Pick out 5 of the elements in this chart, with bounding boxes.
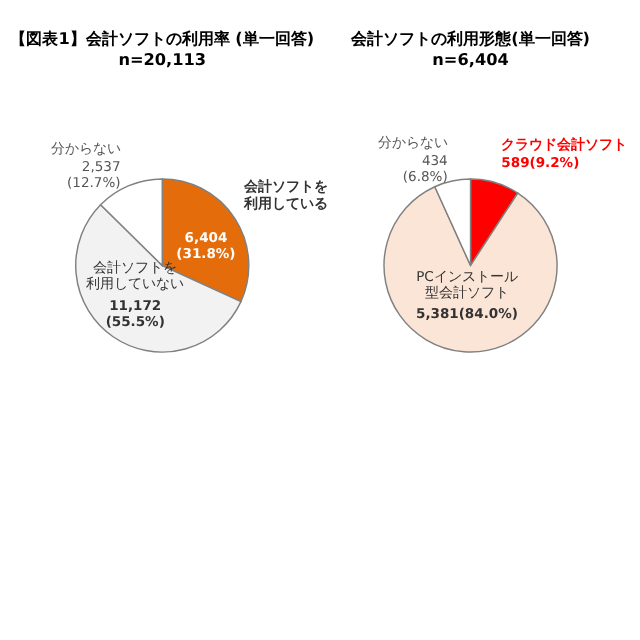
chart-subtitle: n=20,113 [118,49,207,70]
chart-title: 会計ソフトの利用形態(単一回答) [349,27,591,48]
pie-slice [383,186,558,353]
chart-subtitle: n=6,404 [432,49,510,70]
chart-title: 【図表1】会計ソフトの利用率 (単一回答) [10,27,315,48]
